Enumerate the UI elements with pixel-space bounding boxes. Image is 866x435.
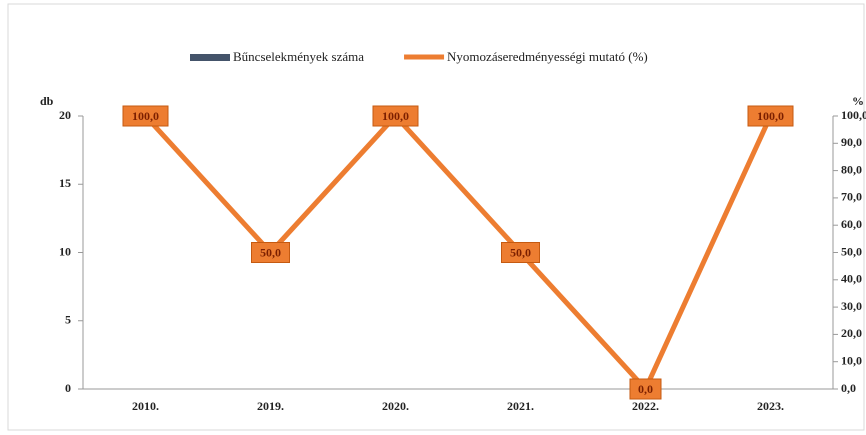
value-label: 50,0 bbox=[510, 245, 531, 259]
y-axis-label: db bbox=[40, 94, 54, 108]
y-tick-label: 10 bbox=[59, 244, 71, 258]
y2-tick-label: 30,0 bbox=[841, 299, 862, 313]
y2-tick-label: 0,0 bbox=[841, 381, 856, 395]
y2-axis-label: % bbox=[852, 94, 864, 108]
line bbox=[146, 116, 771, 389]
x-tick-label: 2022. bbox=[632, 399, 659, 413]
legend-label: Bűncselekmények száma bbox=[233, 49, 364, 64]
legend-swatch bbox=[190, 54, 230, 61]
y2-tick-label: 20,0 bbox=[841, 326, 862, 340]
y2-tick-label: 70,0 bbox=[841, 190, 862, 204]
value-label: 100,0 bbox=[382, 109, 409, 123]
y2-tick-label: 50,0 bbox=[841, 244, 862, 258]
y-tick-label: 0 bbox=[65, 381, 71, 395]
chart: db % 0 5 10 15 20 0,0 10,0 20,0 30,0 40,0 50,0 60,0… bbox=[0, 0, 866, 435]
y-tick-label: 20 bbox=[59, 108, 71, 122]
x-tick-label: 2010. bbox=[132, 399, 159, 413]
chart-frame bbox=[8, 4, 864, 430]
y2-tick-label: 40,0 bbox=[841, 272, 862, 286]
y-tick-label: 5 bbox=[65, 313, 71, 327]
value-label: 50,0 bbox=[260, 245, 281, 259]
y-tick-label: 15 bbox=[59, 176, 71, 190]
y2-tick-label: 60,0 bbox=[841, 217, 862, 231]
x-tick-label: 2021. bbox=[507, 399, 534, 413]
y2-tick-label: 80,0 bbox=[841, 162, 862, 176]
x-tick-label: 2019. bbox=[257, 399, 284, 413]
legend-label: Nyomozáseredményességi mutató (%) bbox=[447, 49, 648, 64]
value-label: 0,0 bbox=[638, 382, 653, 396]
x-tick-label: 2020. bbox=[382, 399, 409, 413]
value-label: 100,0 bbox=[132, 109, 159, 123]
y2-tick-label: 10,0 bbox=[841, 353, 862, 367]
y2-tick-label: 100,0 bbox=[841, 108, 866, 122]
y2-tick-label: 90,0 bbox=[841, 135, 862, 149]
value-label: 100,0 bbox=[757, 109, 784, 123]
x-tick-label: 2023. bbox=[757, 399, 784, 413]
